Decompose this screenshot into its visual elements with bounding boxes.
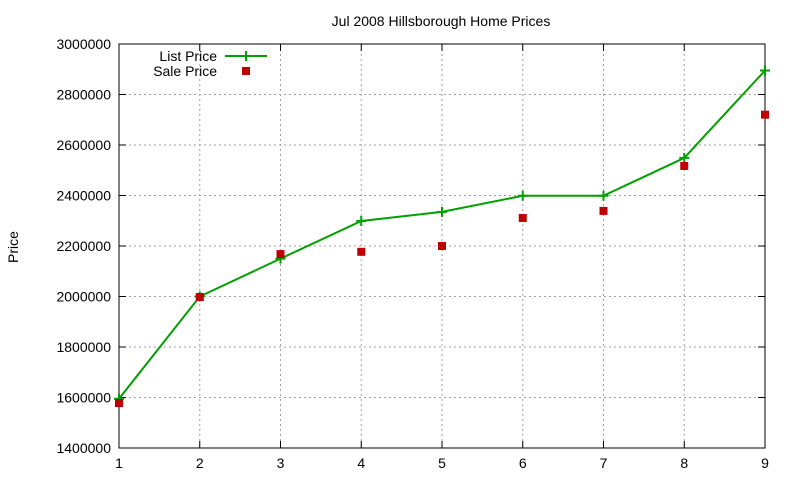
x-tick-label: 8: [680, 455, 688, 471]
x-tick-label: 6: [519, 455, 527, 471]
y-tick-label: 1400000: [56, 440, 111, 456]
legend-label: Sale Price: [153, 63, 217, 79]
sale-price-point: [115, 399, 123, 408]
chart-title: Jul 2008 Hillsborough Home Prices: [332, 13, 551, 29]
x-tick-label: 2: [196, 455, 204, 471]
y-tick-label: 1600000: [56, 390, 111, 406]
sale-price-point: [195, 293, 204, 302]
legend-square-marker: [242, 67, 250, 75]
list-price-point: [598, 190, 609, 201]
x-tick-label: 5: [438, 455, 446, 471]
y-tick-label: 2200000: [56, 238, 111, 254]
series-list-price: [114, 65, 770, 404]
y-tick-label: 3000000: [56, 36, 111, 52]
sale-price-point: [599, 206, 608, 215]
x-tick-label: 4: [357, 455, 365, 471]
list-price-point: [517, 190, 528, 201]
x-tick-label: 9: [761, 455, 769, 471]
y-tick-label: 2000000: [56, 289, 111, 305]
sale-price-point: [438, 242, 446, 250]
list-price-point: [356, 216, 367, 227]
legend-plus-marker: [241, 51, 251, 61]
list-price-point: [760, 65, 770, 76]
sale-price-point: [761, 110, 769, 119]
y-tick-label: 2800000: [56, 87, 111, 103]
y-tick-label: 1800000: [56, 339, 111, 355]
y-axis-label: Price: [5, 231, 21, 263]
series-sale-price: [115, 110, 769, 408]
sale-price-point: [680, 161, 689, 170]
sale-price-point: [276, 250, 285, 259]
series-layer: [114, 65, 770, 408]
sale-price-point: [357, 247, 366, 256]
x-tick-label: 1: [115, 455, 123, 471]
axis-ticks: 1400000 1600000 1800000 2000000 2200000 24000…: [56, 36, 769, 471]
legend-label: List Price: [159, 48, 217, 64]
list-price-point: [679, 152, 690, 163]
x-tick-label: 3: [277, 455, 285, 471]
list-price-point: [437, 206, 447, 217]
y-tick-label: 2400000: [56, 188, 111, 204]
sale-price-point: [518, 213, 527, 222]
x-tick-label: 7: [600, 455, 608, 471]
y-tick-label: 2600000: [56, 137, 111, 153]
